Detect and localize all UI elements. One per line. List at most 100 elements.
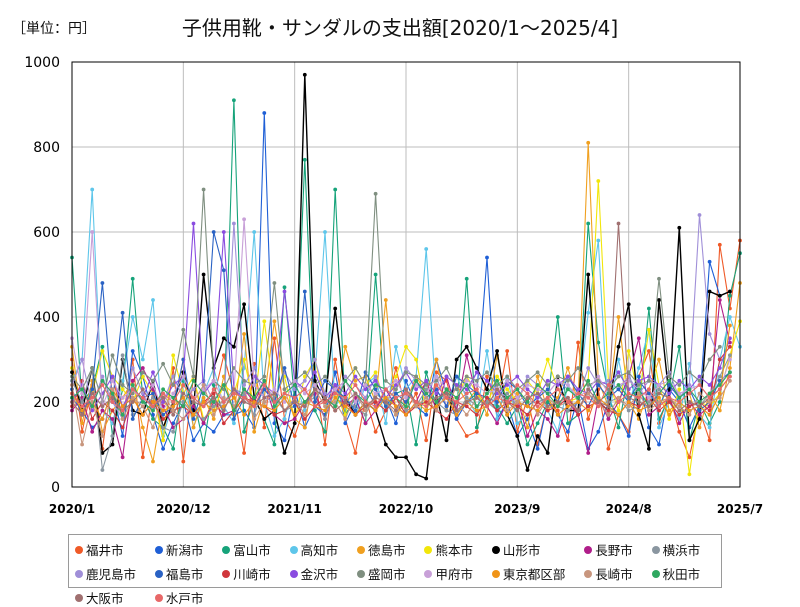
data-point (525, 468, 530, 472)
data-point (373, 429, 378, 434)
data-point (728, 378, 732, 383)
data-point (677, 383, 682, 387)
data-point (596, 378, 601, 383)
data-point (181, 374, 186, 379)
data-point (485, 412, 489, 417)
data-point (343, 417, 348, 421)
data-point (495, 374, 499, 379)
data-point (505, 408, 510, 413)
data-point (373, 383, 378, 387)
data-point (333, 357, 338, 362)
data-point (272, 391, 277, 396)
data-point (525, 412, 530, 417)
data-point (130, 387, 135, 392)
data-point (586, 140, 591, 145)
data-point (242, 302, 247, 307)
data-point (151, 400, 155, 404)
data-point (616, 344, 621, 349)
data-point (667, 395, 672, 400)
data-point (555, 387, 560, 392)
data-point (404, 412, 408, 417)
data-point (110, 387, 115, 392)
data-point (677, 429, 682, 434)
data-point (151, 417, 155, 421)
data-point (110, 417, 115, 421)
data-point (474, 404, 479, 409)
data-point (566, 383, 570, 387)
data-point (434, 387, 439, 392)
data-point (566, 395, 570, 400)
data-point (434, 391, 439, 396)
data-point (707, 408, 712, 413)
data-point (515, 408, 520, 413)
data-point (373, 404, 378, 409)
data-point (677, 421, 682, 426)
data-point (717, 400, 722, 404)
data-point (586, 366, 591, 370)
data-point (525, 383, 530, 387)
series-line (71, 376, 731, 412)
data-point (525, 395, 530, 400)
data-point (515, 404, 520, 409)
data-point (383, 387, 388, 392)
data-point (535, 370, 540, 375)
data-point (596, 383, 601, 387)
data-point (414, 378, 418, 383)
data-point (485, 378, 489, 383)
data-point (302, 417, 307, 421)
data-point (424, 247, 429, 251)
data-point (717, 242, 722, 247)
data-point (100, 417, 105, 421)
data-point (434, 404, 439, 409)
data-point (191, 438, 196, 443)
legend-item: 山形市 (491, 540, 580, 559)
data-point (616, 395, 621, 400)
data-point (596, 340, 601, 345)
data-point (363, 404, 368, 409)
series-layer (70, 72, 742, 481)
data-point (110, 378, 115, 383)
data-point (404, 404, 408, 409)
data-point (232, 395, 236, 400)
data-point (647, 327, 651, 332)
data-point (140, 357, 145, 362)
data-point (363, 395, 368, 400)
data-point (697, 404, 702, 409)
data-point (343, 404, 348, 409)
data-point (424, 383, 429, 387)
x-tick-label: 2025/7 (717, 502, 763, 516)
data-point (272, 281, 277, 285)
data-point (302, 374, 307, 379)
data-point (545, 387, 550, 392)
data-point (626, 302, 631, 307)
legend-label: 新潟市 (165, 543, 204, 558)
data-point (394, 412, 398, 417)
data-point (424, 395, 429, 400)
data-point (201, 442, 206, 447)
data-point (464, 412, 469, 417)
data-point (525, 400, 530, 404)
data-point (140, 412, 145, 417)
data-point (221, 421, 226, 426)
data-point (414, 374, 418, 379)
data-point (555, 378, 560, 383)
data-point (677, 408, 682, 413)
data-point (697, 400, 702, 404)
data-point (545, 357, 550, 362)
data-point (130, 417, 135, 421)
data-point (181, 395, 186, 400)
data-point (191, 412, 196, 417)
data-point (535, 421, 540, 426)
data-point (171, 353, 176, 358)
data-point (616, 374, 621, 379)
data-point (130, 276, 135, 281)
data-point (555, 434, 560, 438)
data-point (697, 213, 702, 217)
data-point (353, 408, 358, 413)
legend-label: 富山市 (233, 543, 271, 558)
data-point (566, 404, 570, 409)
data-point (90, 230, 95, 234)
data-point (606, 417, 611, 421)
data-point (302, 391, 307, 396)
legend-label: 長野市 (595, 543, 633, 558)
